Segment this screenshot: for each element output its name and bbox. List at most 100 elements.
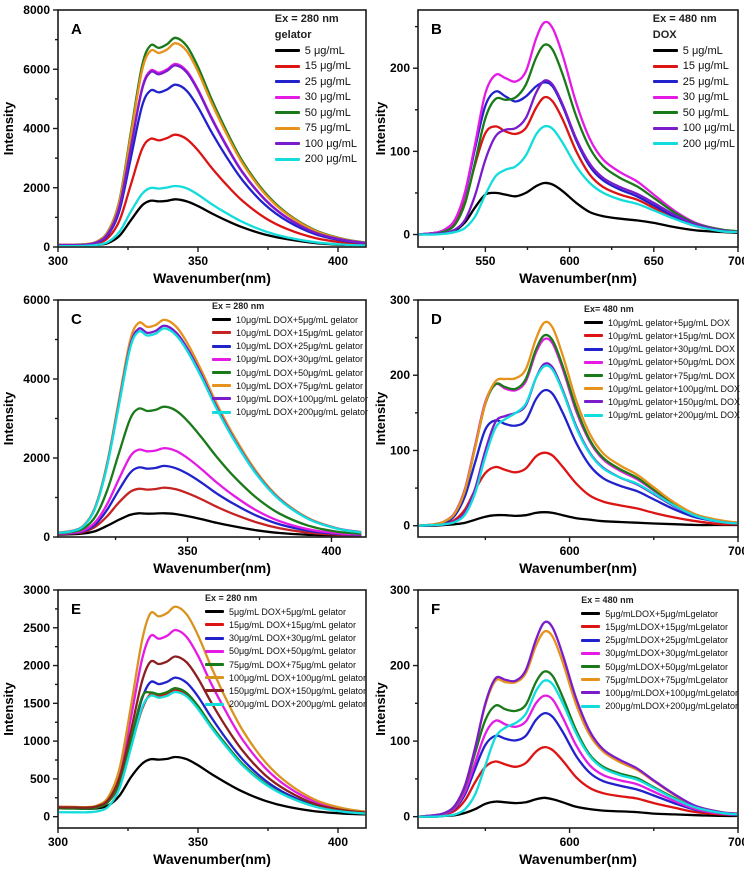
legend-item: 100 μg/mL	[274, 136, 357, 152]
legend-item: 10μg/mL DOX+50μg/mL gelator	[211, 366, 368, 379]
legend-swatch	[274, 49, 300, 53]
plot-frame	[417, 299, 739, 538]
legend-swatch	[652, 111, 678, 115]
legend-label: 200μg/mLDOX+200μg/mLgelator	[605, 701, 738, 712]
y-tick-label: 0	[43, 810, 50, 824]
legend-label: 50 μg/mL	[304, 106, 351, 119]
panel-A-chart: 300 350 40002000400060008000Wavenumber(nm)…	[1, 3, 367, 286]
legend-label: 10μg/mL DOX+25μg/mL gelator	[235, 341, 363, 352]
curves-group	[418, 320, 738, 527]
legend-swatch	[583, 334, 603, 338]
curve-150-g-ml-dox-150-g-ml-gelator	[58, 655, 366, 814]
legend-swatch	[211, 357, 231, 361]
legend-label: 5 μg/mL	[682, 44, 723, 57]
legend-swatch	[583, 387, 603, 391]
y-axis-label: Intensity	[1, 391, 16, 445]
legend-label: 25 μg/mL	[682, 75, 729, 88]
panel-letter: E	[71, 601, 81, 618]
legend-swatch	[204, 636, 224, 640]
legend-item: 150μg/mL DOX+150μg/mL gelator	[204, 684, 366, 697]
legend-item: 75μg/mL DOX+75μg/mL gelator	[204, 658, 366, 671]
legend-label: 10μg/mL gelator+75μg/mL DOX	[607, 370, 735, 381]
curve-100-g-ml	[418, 79, 738, 236]
legend-swatch	[583, 321, 603, 325]
legend-label: 15 μg/mL	[304, 60, 351, 73]
legend-item: 10μg/mL gelator+150μg/mL DOX	[583, 395, 740, 408]
curves-group	[58, 605, 366, 816]
curve-15-g-mldox-15-g-mlgelator	[418, 745, 738, 818]
legend-swatch	[204, 610, 224, 614]
legend-swatch	[274, 80, 300, 84]
panel-C: 350 400 0 2000 4000 6000 Wavenumber(nm) Intensi…	[0, 290, 372, 580]
y-tick-label: 2000	[23, 451, 50, 465]
legend-item: 30 μg/mL	[274, 90, 357, 106]
y-axis-label: Intensity	[373, 391, 388, 445]
curve-10-g-ml-gelator-100-g-ml-dox	[418, 320, 738, 527]
y-tick-label: 0	[403, 228, 410, 242]
legend-item: 30μg/mLDOX+30μg/mLgelator	[581, 647, 738, 660]
curves-group	[418, 20, 738, 236]
legend-item: 75 μg/mL	[274, 121, 357, 137]
legend-item: 10μg/mL DOX+75μg/mL gelator	[211, 379, 368, 392]
legend-swatch	[652, 49, 678, 53]
legend-label: 25μg/mLDOX+25μg/mLgelator	[605, 635, 728, 646]
legend-item: 10μg/mL DOX+5μg/mL gelator	[211, 313, 368, 326]
panel-C-legend: Ex = 280 nm 10μg/mL DOX+5μg/mL gelator 10μ…	[211, 300, 368, 419]
y-tick-label: 3000	[23, 583, 50, 597]
legend-item: 10μg/mL DOX+15μg/mL gelator	[211, 326, 368, 339]
legend-item: 15μg/mLDOX+15μg/mLgelator	[581, 620, 738, 633]
y-axis-label: Intensity	[373, 101, 388, 155]
x-tick-label: 400	[328, 254, 348, 268]
curve-10-g-ml-dox-50-g-ml-gelator	[58, 405, 362, 535]
y-tick-label: 200	[390, 368, 410, 382]
legend-swatch	[204, 676, 224, 680]
x-axis-label: Wavenumber(nm)	[519, 270, 637, 286]
legend-item: 25 μg/mL	[652, 74, 735, 90]
legend-item: 10μg/mL gelator+15μg/mL DOX	[583, 329, 740, 342]
legend-swatch	[211, 397, 231, 401]
x-tick-label: 600	[560, 835, 580, 849]
y-tick-label: 2000	[23, 181, 50, 195]
legend-item: 30 μg/mL	[652, 90, 735, 106]
legend-title: gelator	[274, 28, 312, 41]
y-tick-label: 200	[390, 659, 410, 673]
legend-swatch	[211, 371, 231, 375]
legend-swatch	[583, 360, 603, 364]
y-tick-label: 100	[390, 144, 410, 158]
legend-swatch	[581, 691, 601, 695]
legend-item: 25μg/mLDOX+25μg/mLgelator	[581, 634, 738, 647]
legend-label: 30 μg/mL	[304, 91, 351, 104]
x-axis-label: Wavenumber(nm)	[153, 851, 271, 867]
y-tick-label: 2000	[23, 659, 50, 673]
legend-label: 10μg/mL gelator+50μg/mL DOX	[607, 357, 735, 368]
curve-5-g-ml-dox-5-g-ml-gelator	[58, 755, 366, 816]
legend-label: 200μg/mL DOX+200μg/mL gelator	[228, 699, 366, 710]
legend-swatch	[581, 678, 601, 682]
legend-item: 5μg/mL DOX+5μg/mL gelator	[204, 605, 366, 618]
legend-label: 5μg/mLDOX+5μg/mLgelator	[605, 608, 718, 619]
legend-swatch	[581, 651, 601, 655]
x-tick-label: 600	[560, 544, 580, 558]
panel-D-chart: 600 700 0 100 200 300 Wavenumber(nm) Intensity D	[373, 293, 744, 576]
legend-label: 100 μg/mL	[304, 137, 357, 150]
y-axis-label: Intensity	[373, 682, 388, 736]
legend-item: 10μg/mL DOX+25μg/mL gelator	[211, 340, 368, 353]
legend-title: Ex = 280 nm	[204, 593, 258, 603]
legend-label: 75μg/mL DOX+75μg/mL gelator	[228, 659, 356, 670]
x-axis-label: Wavenumber(nm)	[153, 270, 271, 286]
legend-label: 10μg/mL gelator+150μg/mL DOX	[607, 396, 740, 407]
legend-title: Ex = 280 nm	[274, 13, 339, 25]
legend-label: 150μg/mL DOX+150μg/mL gelator	[228, 685, 366, 696]
legend-item: 50μg/mLDOX+50μg/mLgelator	[581, 660, 738, 673]
legend-label: 75μg/mLDOX+75μg/mLgelator	[605, 674, 728, 685]
curve-200-g-ml-dox-200-g-ml-gelator	[58, 690, 366, 815]
legend-swatch	[211, 318, 231, 322]
legend-swatch	[581, 665, 601, 669]
x-tick-label: 550	[475, 254, 495, 268]
legend-label: 25 μg/mL	[304, 75, 351, 88]
curve-10-g-ml-dox-25-g-ml-gelator	[58, 464, 362, 536]
legend-label: 100 μg/mL	[682, 122, 735, 135]
legend-label: 10μg/mL DOX+30μg/mL gelator	[235, 354, 363, 365]
legend-swatch	[652, 142, 678, 146]
legend-swatch	[204, 649, 224, 653]
